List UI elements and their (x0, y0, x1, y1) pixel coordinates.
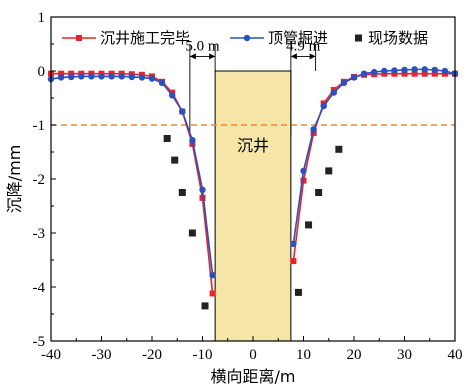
annotation-arrow-right-icon (209, 53, 216, 60)
y-tick-label: -3 (33, 226, 46, 242)
annotation-arrow-right-icon (309, 53, 316, 60)
data-point (310, 126, 317, 133)
data-point (300, 177, 307, 184)
caisson-rect (214, 70, 292, 342)
data-point (381, 67, 388, 75)
annotation-label: 4.9 m (286, 38, 321, 54)
data-point (209, 271, 216, 279)
y-tick-label: -1 (33, 118, 46, 134)
caisson-region: 沉井 (214, 70, 292, 342)
data-point (179, 108, 186, 115)
data-point (148, 75, 156, 82)
x-axis-label: 横向距离/m (211, 367, 296, 386)
data-point (315, 189, 323, 196)
x-tick-label: -40 (41, 347, 61, 363)
axes: -40 -30 -20 -10 0 10 20 30 4010-1-2-3-4-5横向距离/m沉… (5, 10, 463, 386)
data-point (340, 79, 348, 87)
data-point (128, 73, 135, 81)
data-point (78, 73, 85, 80)
data-point (431, 70, 438, 77)
y-axis-label: 沉降/mm (5, 145, 24, 214)
data-point (57, 74, 65, 81)
data-point (58, 70, 65, 77)
legend-label: 现场数据 (368, 29, 428, 47)
data-point (189, 136, 196, 144)
data-point (330, 89, 337, 96)
data-point (320, 102, 327, 110)
x-tick-label: -10 (193, 347, 213, 363)
y-tick-label: -4 (33, 280, 46, 296)
data-point (98, 73, 105, 80)
data-point (290, 258, 297, 265)
data-point (169, 92, 176, 99)
legend: 沉井施工完毕 顶管掘进 现场数据 (62, 29, 428, 47)
data-point (305, 221, 313, 229)
data-point (294, 288, 302, 296)
series-1 (47, 66, 459, 279)
data-point (178, 189, 186, 196)
data-point (310, 130, 317, 137)
data-point (68, 73, 75, 81)
data-point (391, 67, 398, 74)
data-point (118, 73, 125, 80)
data-point (411, 66, 418, 73)
y-tick-label: -5 (33, 334, 46, 350)
data-point (158, 79, 166, 87)
y-tick-label: -2 (33, 172, 46, 188)
legend-label: 顶管掘进 (268, 29, 328, 47)
data-point (88, 73, 95, 80)
data-point (138, 74, 146, 81)
data-point (68, 70, 75, 77)
annotation-arrow-left-icon (290, 53, 297, 60)
data-point (401, 66, 408, 74)
x-tick-label: 20 (347, 347, 362, 363)
series-layer (47, 66, 459, 310)
data-point (300, 167, 307, 175)
data-point (441, 67, 449, 75)
y-tick-label: 1 (38, 10, 46, 26)
legend-marker (76, 35, 82, 41)
data-point (290, 240, 297, 247)
x-tick-label: -30 (92, 347, 112, 363)
data-point (163, 135, 171, 142)
data-point (421, 66, 428, 73)
series-2 (163, 135, 343, 310)
caisson-label: 沉井 (237, 136, 269, 155)
data-point (391, 70, 398, 77)
y-tick-label: 0 (38, 64, 46, 80)
data-point (431, 66, 438, 74)
data-point (209, 290, 216, 297)
data-point (199, 186, 206, 193)
data-point (335, 145, 343, 153)
data-point (401, 70, 408, 77)
x-tick-label: 30 (397, 347, 412, 363)
data-point (199, 194, 206, 201)
data-point (411, 70, 418, 77)
data-point (201, 302, 209, 310)
legend-marker (243, 34, 251, 42)
data-point (360, 70, 368, 77)
x-tick-label: 40 (448, 347, 463, 363)
data-point (108, 73, 115, 80)
data-point (325, 167, 333, 175)
data-point (350, 74, 358, 81)
x-tick-label: 0 (249, 347, 257, 363)
x-tick-label: 10 (296, 347, 311, 363)
data-point (188, 229, 196, 237)
annotations: 5.0 m 4.9 m (185, 38, 321, 137)
legend-marker (355, 34, 362, 42)
legend-label: 沉井施工完毕 (100, 29, 190, 47)
annotation-label: 5.0 m (185, 38, 220, 54)
data-point (171, 156, 179, 164)
data-point (371, 68, 378, 76)
x-tick-label: -20 (142, 347, 162, 363)
annotation-arrow-left-icon (189, 53, 196, 60)
data-point (421, 70, 428, 77)
